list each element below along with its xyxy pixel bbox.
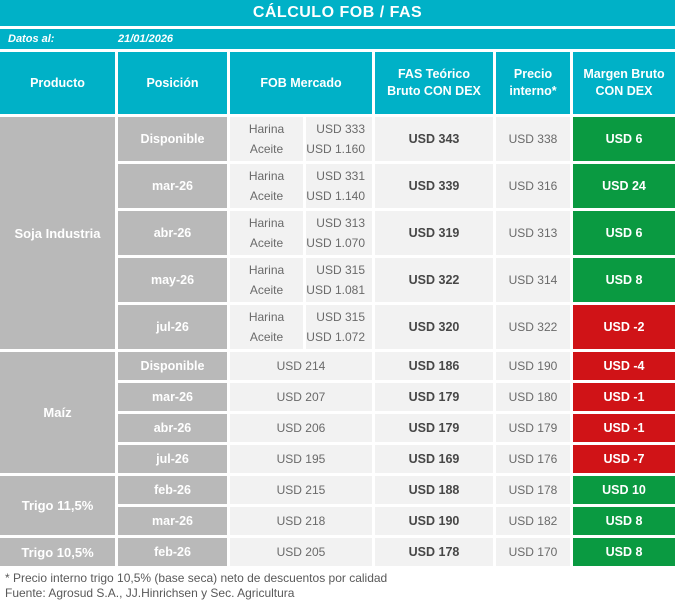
fob-values: USD 315 USD 1.081 bbox=[306, 258, 372, 302]
internal-price-cell: USD 170 bbox=[496, 538, 570, 566]
margin-cell: USD 8 bbox=[573, 258, 675, 302]
datos-al-label: Datos al: bbox=[8, 33, 55, 45]
product-group-label: Maíz bbox=[0, 352, 115, 473]
fob-values: USD 313 USD 1.070 bbox=[306, 211, 372, 255]
footnote-quality: * Precio interno trigo 10,5% (base seca)… bbox=[5, 571, 388, 585]
fas-value-cell: USD 186 bbox=[375, 352, 493, 380]
margin-cell: USD -4 bbox=[573, 352, 675, 380]
table-row: mar-26 USD 207 USD 179 USD 180 USD -1 bbox=[0, 383, 675, 411]
fob-value-cell: USD 205 bbox=[230, 538, 372, 566]
internal-price-cell: USD 190 bbox=[496, 352, 570, 380]
margin-cell: USD -7 bbox=[573, 445, 675, 473]
col-header-fob: FOB Mercado bbox=[230, 52, 372, 114]
col-header-posicion: Posición bbox=[118, 52, 227, 114]
fob-fas-table: CÁLCULO FOB / FAS Datos al: 21/01/2026 P… bbox=[0, 0, 675, 566]
fob-value-cell: USD 215 bbox=[230, 476, 372, 504]
position-cell: jul-26 bbox=[118, 305, 227, 349]
meta-bar: Datos al: 21/01/2026 bbox=[0, 29, 675, 49]
internal-price-cell: USD 313 bbox=[496, 211, 570, 255]
fob-value-cell: USD 195 bbox=[230, 445, 372, 473]
position-cell: feb-26 bbox=[118, 476, 227, 504]
table-row: abr-26 USD 206 USD 179 USD 179 USD -1 bbox=[0, 414, 675, 442]
internal-price-cell: USD 338 bbox=[496, 117, 570, 161]
fas-value-cell: USD 319 bbox=[375, 211, 493, 255]
internal-price-cell: USD 176 bbox=[496, 445, 570, 473]
position-cell: mar-26 bbox=[118, 164, 227, 208]
fob-value-cell: USD 218 bbox=[230, 507, 372, 535]
table-row: abr-26 Harina Aceite USD 313 USD 1.070 U… bbox=[0, 211, 675, 255]
internal-price-cell: USD 179 bbox=[496, 414, 570, 442]
position-cell: abr-26 bbox=[118, 414, 227, 442]
fob-product-labels: Harina Aceite bbox=[230, 164, 303, 208]
fas-value-cell: USD 343 bbox=[375, 117, 493, 161]
fob-product-labels: Harina Aceite bbox=[230, 258, 303, 302]
col-header-fas: FAS Teórico Bruto CON DEX bbox=[375, 52, 493, 114]
col-header-precio: Precio interno* bbox=[496, 52, 570, 114]
position-cell: mar-26 bbox=[118, 507, 227, 535]
internal-price-cell: USD 314 bbox=[496, 258, 570, 302]
position-cell: jul-26 bbox=[118, 445, 227, 473]
fob-product-labels: Harina Aceite bbox=[230, 117, 303, 161]
position-cell: Disponible bbox=[118, 352, 227, 380]
margin-cell: USD 24 bbox=[573, 164, 675, 208]
fas-value-cell: USD 169 bbox=[375, 445, 493, 473]
fas-value-cell: USD 188 bbox=[375, 476, 493, 504]
product-group-label: Trigo 10,5% bbox=[0, 538, 115, 566]
table-row: Maíz Disponible USD 214 USD 186 USD 190 … bbox=[0, 352, 675, 473]
fas-value-cell: USD 178 bbox=[375, 538, 493, 566]
fas-value-cell: USD 320 bbox=[375, 305, 493, 349]
fob-value-cell: USD 214 bbox=[230, 352, 372, 380]
col-header-margen: Margen Bruto CON DEX bbox=[573, 52, 675, 114]
fob-value-cell: USD 206 bbox=[230, 414, 372, 442]
internal-price-cell: USD 180 bbox=[496, 383, 570, 411]
internal-price-cell: USD 178 bbox=[496, 476, 570, 504]
page-title: CÁLCULO FOB / FAS bbox=[0, 0, 675, 26]
fob-values: USD 315 USD 1.072 bbox=[306, 305, 372, 349]
table-row: jul-26 Harina Aceite USD 315 USD 1.072 U… bbox=[0, 305, 675, 349]
fob-values: USD 331 USD 1.140 bbox=[306, 164, 372, 208]
fas-value-cell: USD 179 bbox=[375, 414, 493, 442]
fob-values: USD 333 USD 1.160 bbox=[306, 117, 372, 161]
table-row: Soja Industria Disponible Harina Aceite … bbox=[0, 117, 675, 349]
internal-price-cell: USD 316 bbox=[496, 164, 570, 208]
margin-cell: USD 6 bbox=[573, 117, 675, 161]
fob-value-cell: USD 207 bbox=[230, 383, 372, 411]
internal-price-cell: USD 182 bbox=[496, 507, 570, 535]
table-row: Trigo 11,5% feb-26 USD 215 USD 188 USD 1… bbox=[0, 476, 675, 535]
position-cell: abr-26 bbox=[118, 211, 227, 255]
margin-cell: USD 6 bbox=[573, 211, 675, 255]
fas-value-cell: USD 339 bbox=[375, 164, 493, 208]
fob-product-labels: Harina Aceite bbox=[230, 305, 303, 349]
table-row: mar-26 USD 218 USD 190 USD 182 USD 8 bbox=[0, 507, 675, 535]
table-row: mar-26 Harina Aceite USD 331 USD 1.140 U… bbox=[0, 164, 675, 208]
fas-value-cell: USD 190 bbox=[375, 507, 493, 535]
col-header-producto: Producto bbox=[0, 52, 115, 114]
margin-cell: USD -1 bbox=[573, 414, 675, 442]
table-row: may-26 Harina Aceite USD 315 USD 1.081 U… bbox=[0, 258, 675, 302]
footnotes: * Precio interno trigo 10,5% (base seca)… bbox=[0, 566, 675, 601]
table-row: jul-26 USD 195 USD 169 USD 176 USD -7 bbox=[0, 445, 675, 473]
margin-cell: USD 10 bbox=[573, 476, 675, 504]
report-date: 21/01/2026 bbox=[118, 33, 174, 45]
margin-cell: USD -2 bbox=[573, 305, 675, 349]
margin-cell: USD 8 bbox=[573, 507, 675, 535]
margin-cell: USD -1 bbox=[573, 383, 675, 411]
source-note: Fuente: Agrosud S.A., JJ.Hinrichsen y Se… bbox=[5, 586, 295, 600]
fas-value-cell: USD 322 bbox=[375, 258, 493, 302]
fob-product-labels: Harina Aceite bbox=[230, 211, 303, 255]
position-cell: feb-26 bbox=[118, 538, 227, 566]
table-row: Trigo 10,5% feb-26 USD 205 USD 178 USD 1… bbox=[0, 538, 675, 566]
margin-cell: USD 8 bbox=[573, 538, 675, 566]
fas-value-cell: USD 179 bbox=[375, 383, 493, 411]
product-group-label: Trigo 11,5% bbox=[0, 476, 115, 535]
internal-price-cell: USD 322 bbox=[496, 305, 570, 349]
product-group-label: Soja Industria bbox=[0, 117, 115, 349]
position-cell: Disponible bbox=[118, 117, 227, 161]
position-cell: mar-26 bbox=[118, 383, 227, 411]
position-cell: may-26 bbox=[118, 258, 227, 302]
